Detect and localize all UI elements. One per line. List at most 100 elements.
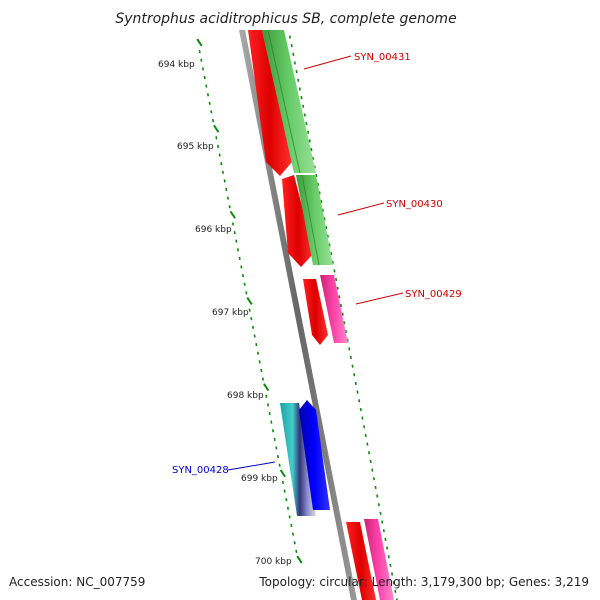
outer-tick-minor — [307, 130, 310, 134]
outer-tick-minor — [372, 477, 376, 481]
scale-label-697: 697 kbp — [212, 308, 249, 318]
outer-tick-minor — [356, 390, 359, 394]
outer-tick-minor — [394, 589, 397, 593]
outer-tick-minor — [326, 234, 329, 238]
gene-label-syn00428[interactable]: SYN_00428 — [172, 465, 229, 476]
outer-tick-minor — [302, 104, 305, 108]
gene-syn00429-cds[interactable] — [303, 279, 328, 345]
gene-syn00430-gene[interactable] — [296, 175, 333, 265]
gene-label-syn00431[interactable]: SYN_00431 — [354, 52, 411, 63]
outer-tick-minor — [376, 494, 379, 498]
outer-tick-minor — [367, 451, 371, 455]
outer-tick-minor — [308, 139, 311, 143]
outer-tick-minor — [344, 329, 348, 334]
outer-tick-minor — [389, 563, 392, 567]
inner-tick-minor — [293, 541, 296, 545]
inner-scale-ticks — [196, 38, 303, 564]
outer-tick-minor — [369, 459, 372, 464]
outer-tick-minor — [343, 321, 346, 325]
outer-tick-minor — [374, 485, 377, 490]
inner-tick-minor — [245, 291, 248, 295]
outer-tick-minor — [361, 416, 364, 420]
gene-syn00429-gene[interactable] — [320, 275, 348, 343]
outer-tick-minor — [384, 537, 387, 541]
genome-backbone — [239, 30, 357, 600]
map-title: Syntrophus aciditrophicus SB, complete g… — [115, 11, 456, 27]
outer-tick-minor — [392, 581, 395, 585]
scale-label-698: 698 kbp — [227, 391, 264, 401]
outer-tick-minor — [359, 407, 362, 412]
inner-tick-minor — [281, 480, 285, 485]
inner-tick-minor — [261, 377, 265, 381]
inner-tick-minor — [216, 144, 220, 149]
scale-label-696: 696 kbp — [195, 225, 232, 235]
inner-tick-major — [196, 38, 203, 47]
outer-tick-minor — [335, 277, 338, 282]
gene-lower-cds[interactable] — [346, 522, 376, 600]
gene-label-syn00430[interactable]: SYN_00430 — [386, 199, 443, 210]
outer-tick-minor — [336, 286, 339, 290]
gene-label-syn00429[interactable]: SYN_00429 — [405, 289, 462, 300]
outer-tick-minor — [358, 399, 361, 403]
inner-tick-minor — [236, 248, 240, 252]
outer-tick-minor — [321, 208, 324, 212]
inner-tick-minor — [276, 454, 280, 459]
outer-tick-minor — [297, 78, 300, 82]
outer-tick-minor — [395, 598, 398, 600]
outer-tick-minor — [325, 225, 328, 230]
gene-syn00430-cds[interactable] — [282, 175, 314, 267]
gene-lower-gene[interactable] — [364, 519, 394, 600]
outer-tick-minor — [379, 511, 382, 516]
outer-tick-minor — [328, 243, 331, 247]
outer-tick-minor — [386, 546, 389, 550]
inner-tick-minor — [241, 274, 245, 278]
outer-tick-minor — [295, 70, 298, 74]
genome-summary-text: Topology: circular; Length: 3,179,300 bp… — [258, 575, 589, 589]
inner-tick-minor — [228, 205, 231, 209]
outer-tick-minor — [330, 251, 333, 256]
inner-tick-minor — [270, 420, 273, 424]
scale-labels: 694 kbp 695 kbp 696 kbp 697 kbp 698 kbp … — [158, 60, 292, 567]
gene-features — [248, 29, 394, 600]
outer-tick-minor — [333, 269, 336, 273]
scale-label-695: 695 kbp — [177, 142, 214, 152]
inner-tick-minor — [273, 437, 276, 441]
outer-tick-minor — [292, 52, 295, 56]
inner-tick-major — [279, 469, 286, 478]
inner-tick-minor — [223, 179, 226, 183]
inner-tick-minor — [248, 308, 251, 312]
outer-tick-minor — [366, 442, 369, 446]
inner-tick-minor — [226, 196, 230, 200]
inner-tick-minor — [211, 118, 215, 123]
outer-tick-minor — [387, 555, 390, 559]
inner-tick-minor — [288, 515, 291, 519]
gene-syn00428-gene[interactable] — [280, 403, 316, 516]
inner-tick-minor — [235, 239, 238, 243]
gene-syn00428-cds[interactable] — [299, 400, 330, 510]
inner-tick-minor — [198, 49, 201, 54]
gene-syn00431-cds[interactable] — [248, 30, 292, 176]
outer-tick-minor — [310, 147, 313, 152]
outer-tick-minor — [390, 572, 394, 576]
inner-tick-minor — [206, 93, 210, 97]
inner-tick-minor — [250, 317, 253, 321]
inner-tick-major — [296, 555, 303, 564]
outer-tick-minor — [351, 364, 354, 368]
outer-tick-minor — [300, 96, 303, 100]
inner-tick-minor — [210, 110, 213, 114]
inner-tick-minor — [240, 265, 243, 269]
inner-tick-minor — [260, 368, 263, 373]
outer-tick-minor — [320, 199, 323, 204]
outer-tick-minor — [341, 312, 344, 316]
inner-tick-minor — [200, 58, 203, 62]
outer-tick-minor — [349, 355, 352, 360]
outer-tick-minor — [313, 165, 316, 169]
outer-tick-minor — [293, 61, 297, 65]
inner-tick-major — [213, 124, 220, 133]
inner-tick-minor — [220, 162, 223, 166]
inner-tick-minor — [275, 446, 278, 450]
inner-tick-minor — [271, 429, 275, 433]
inner-tick-minor — [208, 101, 211, 105]
inner-tick-minor — [265, 394, 268, 398]
